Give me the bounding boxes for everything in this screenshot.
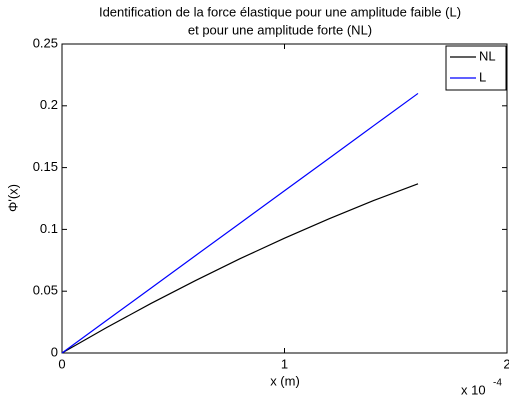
y-tick-label: 0.05 (33, 283, 58, 298)
legend-box (445, 45, 507, 91)
x-scale-exponent: -4 (493, 378, 502, 389)
chart-title: et pour une amplitude forte (NL) (188, 22, 372, 37)
series-line (61, 92, 419, 354)
y-tick-label: 0.1 (40, 221, 58, 236)
legend-label: NL (479, 48, 496, 63)
y-tick-label: 0.2 (40, 97, 58, 112)
y-tick-label: 0.25 (33, 35, 58, 50)
plot-area (61, 43, 508, 354)
x-axis-label: x (m) (270, 373, 300, 388)
series-line (61, 183, 419, 354)
legend-label: L (479, 69, 486, 84)
x-tick-label: 2 (503, 356, 509, 371)
x-tick-label: 0 (58, 356, 65, 371)
y-tick-label: 0.15 (33, 159, 58, 174)
x-scale-label: x 10 (461, 382, 486, 397)
chart-title: Identification de la force élastique pou… (99, 4, 461, 19)
y-tick-label: 0 (51, 344, 58, 359)
x-tick-label: 1 (281, 356, 288, 371)
y-axis-label: Φ'(x) (5, 184, 20, 212)
